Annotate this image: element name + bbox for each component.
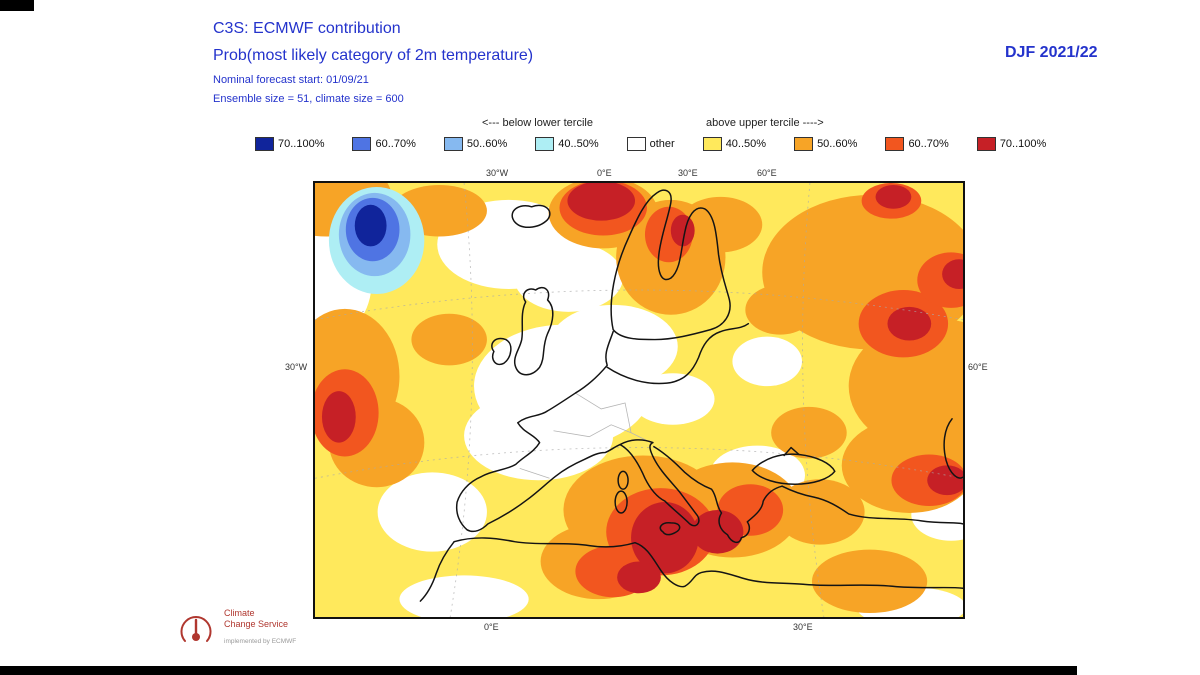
legend-swatch	[794, 137, 814, 151]
legend-swatch	[535, 137, 555, 151]
legend-item: 70..100%	[976, 137, 1047, 151]
logo-line-2: Change Service	[224, 619, 289, 629]
legend-above-header: above upper tercile ---->	[706, 117, 824, 129]
blue-anomaly-region	[328, 186, 425, 294]
legend-item: 60..70%	[885, 137, 949, 151]
legend-label: other	[649, 138, 675, 150]
legend-label: 60..70%	[908, 138, 949, 150]
logo-text: Climate Change Service implemented by EC…	[224, 608, 296, 645]
lon-label-top-60e: 60°E	[757, 168, 777, 178]
legend-label: 60..70%	[375, 138, 416, 150]
lon-label-bottom-0e: 0°E	[484, 622, 499, 632]
lon-label-top-30e: 30°E	[678, 168, 698, 178]
legend-label: 50..60%	[466, 138, 508, 150]
legend-swatch	[702, 137, 722, 151]
legend-swatch	[255, 137, 274, 151]
lon-label-left: 30°W	[285, 362, 308, 372]
legend-item: other	[626, 137, 675, 151]
legend-item: 50..60%	[794, 137, 857, 151]
legend-below-header: <--- below lower tercile	[482, 117, 593, 129]
probability-legend: 70..100% 60..70% 50..60% 40..50% other 4…	[255, 137, 1046, 151]
lon-label-top-0e: 0°E	[597, 168, 612, 178]
c3s-logo-icon	[180, 616, 212, 642]
europe-probability-map	[313, 181, 965, 619]
coastline-layer	[419, 189, 963, 602]
legend-label: 70..100%	[278, 138, 325, 150]
map-graphic	[315, 183, 963, 617]
legend-label: 40..50%	[725, 138, 767, 150]
legend-swatch	[626, 137, 646, 151]
legend-swatch	[976, 137, 996, 151]
legend-swatch	[352, 137, 372, 151]
legend-label: 40..50%	[558, 138, 599, 150]
graticule-lines	[315, 183, 963, 617]
legend-item: 70..100%	[255, 137, 324, 151]
legend-label: 50..60%	[817, 138, 858, 150]
legend-item: 50..60%	[443, 137, 508, 151]
legend-swatch	[885, 137, 905, 151]
season-label: DJF 2021/22	[1005, 44, 1098, 61]
legend-swatch	[443, 137, 463, 151]
logo-line-1: Climate	[224, 608, 255, 618]
page-subtitle: Prob(most likely category of 2m temperat…	[213, 47, 534, 64]
lon-label-right: 60°E	[968, 362, 988, 372]
page-title: C3S: ECMWF contribution	[213, 20, 401, 37]
legend-item: 40..50%	[702, 137, 767, 151]
letterbox-bar-top-left	[0, 0, 34, 11]
lon-label-top-30w: 30°W	[486, 168, 509, 178]
letterbox-bar-bottom	[0, 666, 1077, 675]
copernicus-logo-block: Climate Change Service implemented by EC…	[175, 608, 296, 650]
probability-field	[315, 183, 963, 617]
forecast-start-text: Nominal forecast start: 01/09/21	[213, 74, 369, 86]
logo-line-3: implemented by ECMWF	[224, 638, 297, 645]
legend-item: 60..70%	[352, 137, 416, 151]
legend-item: 40..50%	[535, 137, 599, 151]
ensemble-info-text: Ensemble size = 51, climate size = 600	[213, 93, 404, 105]
lon-label-bottom-30e: 30°E	[793, 622, 813, 632]
legend-label: 70..100%	[999, 138, 1047, 150]
